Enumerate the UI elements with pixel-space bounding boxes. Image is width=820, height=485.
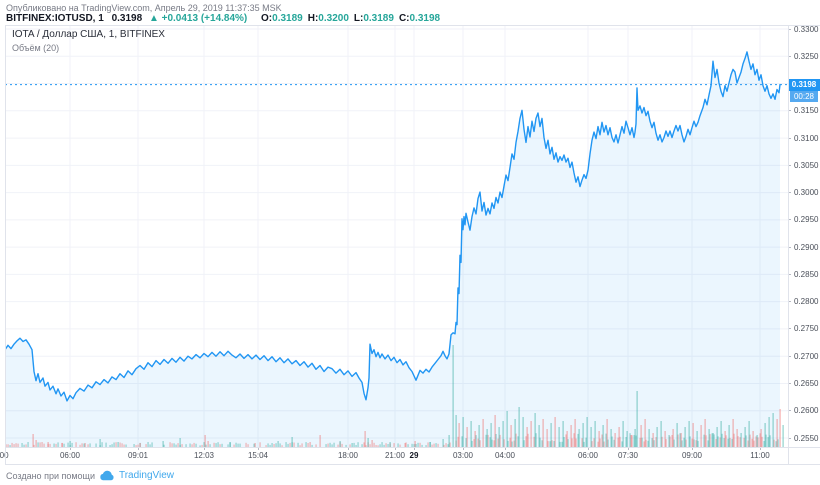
time-tick bbox=[395, 447, 396, 450]
high-label: H: bbox=[307, 13, 319, 24]
time-tick bbox=[70, 447, 71, 450]
price-tick bbox=[788, 246, 791, 248]
pane-left-border bbox=[5, 25, 6, 464]
time-tick bbox=[138, 447, 139, 450]
time-tick bbox=[628, 447, 629, 450]
price-tick-label: 0.3150 bbox=[794, 106, 819, 116]
time-tick-label: 11:00 bbox=[750, 451, 770, 460]
price-tick-label: 0.2550 bbox=[794, 433, 819, 443]
time-tick bbox=[505, 447, 506, 450]
time-tick-label: 21:00 bbox=[384, 451, 406, 460]
price-tick-label: 0.3300 bbox=[794, 24, 819, 34]
price-tick-label: 0.3100 bbox=[794, 133, 819, 143]
created-with-label: Создано при помощи bbox=[6, 470, 95, 481]
price-tick bbox=[788, 355, 791, 357]
time-tick-label: 04:00 bbox=[494, 451, 516, 460]
last-price-value: 0.3198 bbox=[111, 13, 143, 24]
price-tick bbox=[788, 273, 791, 275]
open-label: O: bbox=[261, 13, 273, 24]
chart-pane[interactable]: IOTA / Доллар США, 1, BITFINEX Объём (20… bbox=[5, 25, 788, 447]
high-value: 0.3200 bbox=[318, 13, 349, 24]
price-axis[interactable]: 0.3198 00:28 0.3300 0.3250 0.3150 0.3100 0.3… bbox=[788, 25, 820, 447]
price-tick bbox=[788, 137, 791, 139]
bar-countdown-tag: 00:28 bbox=[790, 90, 818, 102]
time-tick-label: 29 bbox=[409, 451, 419, 460]
time-tick-label: 12:03 bbox=[193, 451, 215, 460]
open-value: 0.3189 bbox=[272, 13, 303, 24]
price-tick-label: 0.3250 bbox=[794, 51, 819, 61]
price-tick-label: 0.2700 bbox=[794, 351, 819, 361]
price-tick bbox=[788, 110, 791, 112]
price-tick bbox=[788, 382, 791, 384]
low-value: 0.3189 bbox=[363, 13, 394, 24]
time-tick bbox=[348, 447, 349, 450]
symbol-summary-line: BITFINEX:IOTUSD, 1 0.3198 ▲ +0.0413 (+14… bbox=[6, 13, 440, 24]
price-tick bbox=[788, 28, 791, 30]
volume-indicator-label[interactable]: Объём (20) bbox=[12, 43, 60, 53]
price-tick bbox=[788, 164, 791, 166]
time-tick-label: 09:00 bbox=[681, 451, 703, 460]
time-tick-label: :00 bbox=[0, 451, 9, 460]
time-tick bbox=[463, 447, 464, 450]
price-tick bbox=[788, 55, 791, 57]
price-tick bbox=[788, 301, 791, 303]
symbol-name: BITFINEX:IOTUSD, 1 bbox=[6, 13, 104, 24]
price-tick bbox=[788, 219, 791, 221]
price-tick-label: 0.2650 bbox=[794, 378, 819, 388]
price-tick bbox=[788, 410, 791, 412]
price-chart-canvas[interactable] bbox=[5, 25, 788, 447]
price-tick bbox=[788, 437, 791, 439]
time-tick-label: 03:00 bbox=[452, 451, 474, 460]
ohlc-values: O:0.3189 H:0.3200 L:0.3189 C:0.3198 bbox=[256, 13, 440, 24]
attribution-footer: Создано при помощи TradingView bbox=[6, 470, 174, 481]
series-title[interactable]: IOTA / Доллар США, 1, BITFINEX bbox=[12, 29, 165, 40]
time-tick-label: 07:30 bbox=[617, 451, 639, 460]
time-tick bbox=[414, 447, 415, 450]
last-price-tag: 0.3198 bbox=[788, 78, 820, 91]
price-tick-label: 0.2600 bbox=[794, 406, 819, 416]
pane-top-border bbox=[5, 25, 820, 26]
price-tick-label: 0.3050 bbox=[794, 160, 819, 170]
time-tick-label: 15:04 bbox=[247, 451, 269, 460]
time-tick bbox=[258, 447, 259, 450]
time-tick bbox=[692, 447, 693, 450]
price-tick-label: 0.2900 bbox=[794, 242, 819, 252]
time-tick bbox=[760, 447, 761, 450]
chart-legend: IOTA / Доллар США, 1, BITFINEX Объём (20… bbox=[12, 29, 165, 53]
pane-bottom-border bbox=[5, 447, 820, 448]
tradingview-logo-icon bbox=[100, 470, 114, 481]
price-tick bbox=[788, 328, 791, 330]
low-label: L: bbox=[353, 13, 364, 24]
price-tick-label: 0.3000 bbox=[794, 188, 819, 198]
time-tick-label: 09:01 bbox=[127, 451, 149, 460]
time-tick-label: 06:00 bbox=[577, 451, 599, 460]
close-label: C: bbox=[398, 13, 410, 24]
axis-bottom-border bbox=[5, 464, 820, 465]
price-tick-label: 0.2800 bbox=[794, 297, 819, 307]
price-change: ▲ +0.0413 (+14.84%) bbox=[148, 13, 248, 24]
price-tick-label: 0.2950 bbox=[794, 215, 819, 225]
close-value: 0.3198 bbox=[409, 13, 441, 24]
price-tick bbox=[788, 192, 791, 194]
price-tick-label: 0.2850 bbox=[794, 269, 819, 279]
time-tick-label: 06:00 bbox=[59, 451, 81, 460]
time-tick bbox=[588, 447, 589, 450]
published-info-line: Опубликовано на TradingView.com, Апрель … bbox=[6, 3, 282, 13]
time-tick bbox=[204, 447, 205, 450]
tradingview-brand-link[interactable]: TradingView bbox=[118, 470, 175, 481]
pane-right-border bbox=[788, 25, 789, 464]
time-tick-label: 18:00 bbox=[337, 451, 359, 460]
price-tick-label: 0.2750 bbox=[794, 324, 819, 334]
